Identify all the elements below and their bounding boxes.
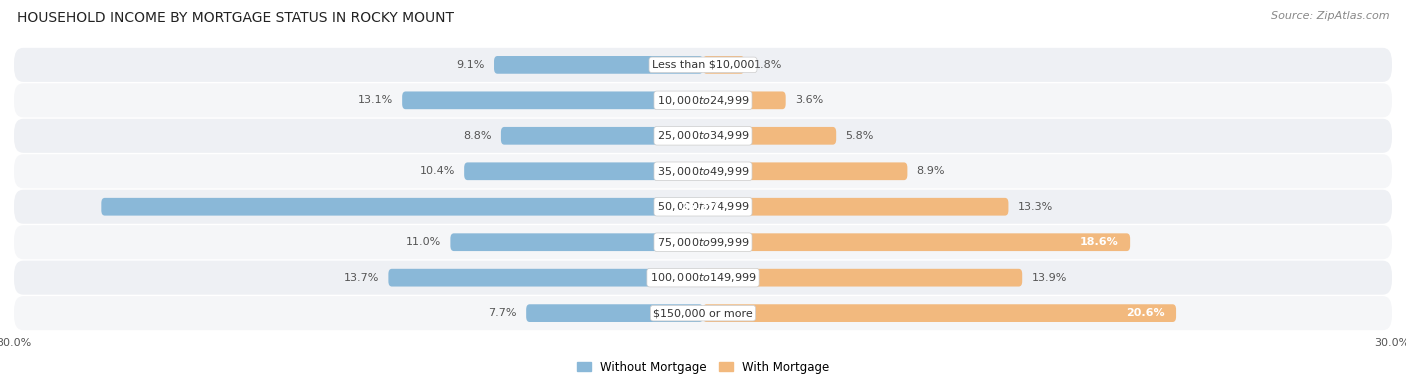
Text: $35,000 to $49,999: $35,000 to $49,999 bbox=[657, 165, 749, 178]
Text: 20.6%: 20.6% bbox=[1126, 308, 1164, 318]
Text: 8.9%: 8.9% bbox=[917, 166, 945, 176]
FancyBboxPatch shape bbox=[494, 56, 703, 74]
Text: 13.3%: 13.3% bbox=[1018, 202, 1053, 212]
Text: 11.0%: 11.0% bbox=[406, 237, 441, 247]
FancyBboxPatch shape bbox=[14, 296, 1392, 330]
Text: HOUSEHOLD INCOME BY MORTGAGE STATUS IN ROCKY MOUNT: HOUSEHOLD INCOME BY MORTGAGE STATUS IN R… bbox=[17, 11, 454, 25]
FancyBboxPatch shape bbox=[501, 127, 703, 145]
Text: 26.2%: 26.2% bbox=[681, 202, 718, 212]
FancyBboxPatch shape bbox=[703, 56, 744, 74]
Text: $75,000 to $99,999: $75,000 to $99,999 bbox=[657, 236, 749, 249]
FancyBboxPatch shape bbox=[14, 119, 1392, 153]
FancyBboxPatch shape bbox=[703, 127, 837, 145]
Text: 7.7%: 7.7% bbox=[488, 308, 517, 318]
Text: 13.9%: 13.9% bbox=[1032, 273, 1067, 283]
FancyBboxPatch shape bbox=[388, 269, 703, 287]
FancyBboxPatch shape bbox=[14, 48, 1392, 82]
Text: $150,000 or more: $150,000 or more bbox=[654, 308, 752, 318]
Text: 13.7%: 13.7% bbox=[344, 273, 380, 283]
FancyBboxPatch shape bbox=[526, 304, 703, 322]
Text: Source: ZipAtlas.com: Source: ZipAtlas.com bbox=[1271, 11, 1389, 21]
FancyBboxPatch shape bbox=[14, 190, 1392, 224]
Text: 18.6%: 18.6% bbox=[1080, 237, 1119, 247]
FancyBboxPatch shape bbox=[703, 198, 1008, 215]
Text: 9.1%: 9.1% bbox=[457, 60, 485, 70]
FancyBboxPatch shape bbox=[101, 198, 703, 215]
FancyBboxPatch shape bbox=[703, 91, 786, 109]
Text: $10,000 to $24,999: $10,000 to $24,999 bbox=[657, 94, 749, 107]
Text: 10.4%: 10.4% bbox=[419, 166, 456, 176]
Text: 3.6%: 3.6% bbox=[794, 95, 823, 105]
FancyBboxPatch shape bbox=[703, 304, 1175, 322]
Text: Less than $10,000: Less than $10,000 bbox=[652, 60, 754, 70]
Text: $25,000 to $34,999: $25,000 to $34,999 bbox=[657, 129, 749, 142]
Text: 1.8%: 1.8% bbox=[754, 60, 782, 70]
FancyBboxPatch shape bbox=[14, 154, 1392, 188]
FancyBboxPatch shape bbox=[703, 269, 1022, 287]
FancyBboxPatch shape bbox=[464, 163, 703, 180]
FancyBboxPatch shape bbox=[402, 91, 703, 109]
Text: 8.8%: 8.8% bbox=[463, 131, 492, 141]
Text: $50,000 to $74,999: $50,000 to $74,999 bbox=[657, 200, 749, 213]
FancyBboxPatch shape bbox=[14, 261, 1392, 295]
Text: 13.1%: 13.1% bbox=[357, 95, 392, 105]
FancyBboxPatch shape bbox=[14, 83, 1392, 117]
FancyBboxPatch shape bbox=[450, 233, 703, 251]
FancyBboxPatch shape bbox=[14, 225, 1392, 259]
FancyBboxPatch shape bbox=[703, 233, 1130, 251]
Text: 5.8%: 5.8% bbox=[845, 131, 873, 141]
Text: $100,000 to $149,999: $100,000 to $149,999 bbox=[650, 271, 756, 284]
FancyBboxPatch shape bbox=[703, 163, 907, 180]
Legend: Without Mortgage, With Mortgage: Without Mortgage, With Mortgage bbox=[572, 356, 834, 378]
